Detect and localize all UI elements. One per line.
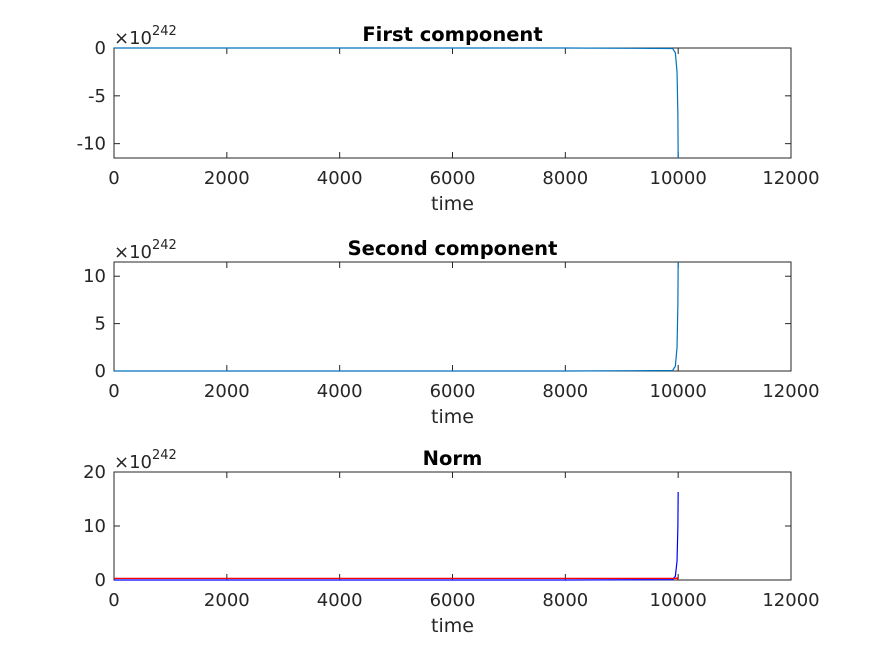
y-tick-label: 10 — [83, 266, 106, 287]
y-exponent-power: 242 — [152, 238, 177, 253]
x-tick-label: 0 — [108, 381, 119, 402]
plot-area — [113, 47, 792, 159]
x-tick-label: 0 — [108, 168, 119, 189]
x-tick-label: 2000 — [204, 168, 250, 189]
plot-area — [113, 261, 792, 372]
x-axis-label: time — [431, 615, 474, 637]
x-axis-label: time — [431, 406, 474, 428]
subplot-2: 0 2000 4000 6000 8000 10000 12000 0 5 10 ×10242 Sec… — [83, 237, 820, 428]
x-tick-label: 10000 — [650, 590, 707, 611]
x-tick-label: 12000 — [762, 168, 819, 189]
x-tick-label: 10000 — [650, 381, 707, 402]
subplot-1: 0 2000 4000 6000 8000 10000 12000 -10 -5 0 ×10242 F… — [77, 23, 820, 215]
y-exponent-label: ×10242 — [114, 238, 177, 263]
series-line-1 — [114, 491, 679, 581]
y-exponent-label: ×10242 — [114, 24, 177, 49]
x-tick-label: 2000 — [204, 381, 250, 402]
x-tick-label: 6000 — [430, 168, 476, 189]
subplot-3: 0 2000 4000 6000 8000 10000 12000 0 10 20 ×10242 No… — [83, 447, 820, 637]
x-tick-label: 10000 — [650, 168, 707, 189]
x-tick-label: 8000 — [542, 590, 588, 611]
y-exponent-label: ×10242 — [114, 448, 177, 473]
y-tick-label: 0 — [95, 361, 106, 382]
y-exponent-base: ×10 — [114, 28, 152, 49]
chart-title: Norm — [423, 447, 483, 470]
y-exponent-base: ×10 — [114, 452, 152, 473]
chart-title: First component — [362, 23, 542, 46]
chart-title: Second component — [348, 237, 558, 260]
plot-area — [113, 471, 792, 581]
x-tick-label: 8000 — [542, 168, 588, 189]
series-line-1 — [114, 261, 679, 372]
y-tick-label: 0 — [95, 38, 106, 59]
x-tick-label: 8000 — [542, 381, 588, 402]
y-tick-label: 0 — [95, 570, 106, 591]
y-tick-label: -5 — [88, 86, 106, 107]
x-tick-label: 2000 — [204, 590, 250, 611]
x-tick-label: 4000 — [317, 381, 363, 402]
y-tick-label: -10 — [77, 134, 106, 155]
y-exponent-base: ×10 — [114, 242, 152, 263]
x-tick-label: 4000 — [317, 168, 363, 189]
x-tick-label: 4000 — [317, 590, 363, 611]
y-exponent-power: 242 — [152, 24, 177, 39]
x-tick-label: 12000 — [762, 381, 819, 402]
series-line-2 — [114, 577, 679, 581]
series-line-1 — [114, 47, 679, 159]
y-tick-label: 5 — [95, 314, 106, 335]
y-tick-label: 20 — [83, 462, 106, 483]
y-tick-label: 10 — [83, 516, 106, 537]
x-tick-label: 6000 — [430, 381, 476, 402]
x-tick-label: 12000 — [762, 590, 819, 611]
y-exponent-power: 242 — [152, 448, 177, 463]
x-tick-label: 0 — [108, 590, 119, 611]
x-axis-label: time — [431, 193, 474, 215]
x-tick-label: 6000 — [430, 590, 476, 611]
